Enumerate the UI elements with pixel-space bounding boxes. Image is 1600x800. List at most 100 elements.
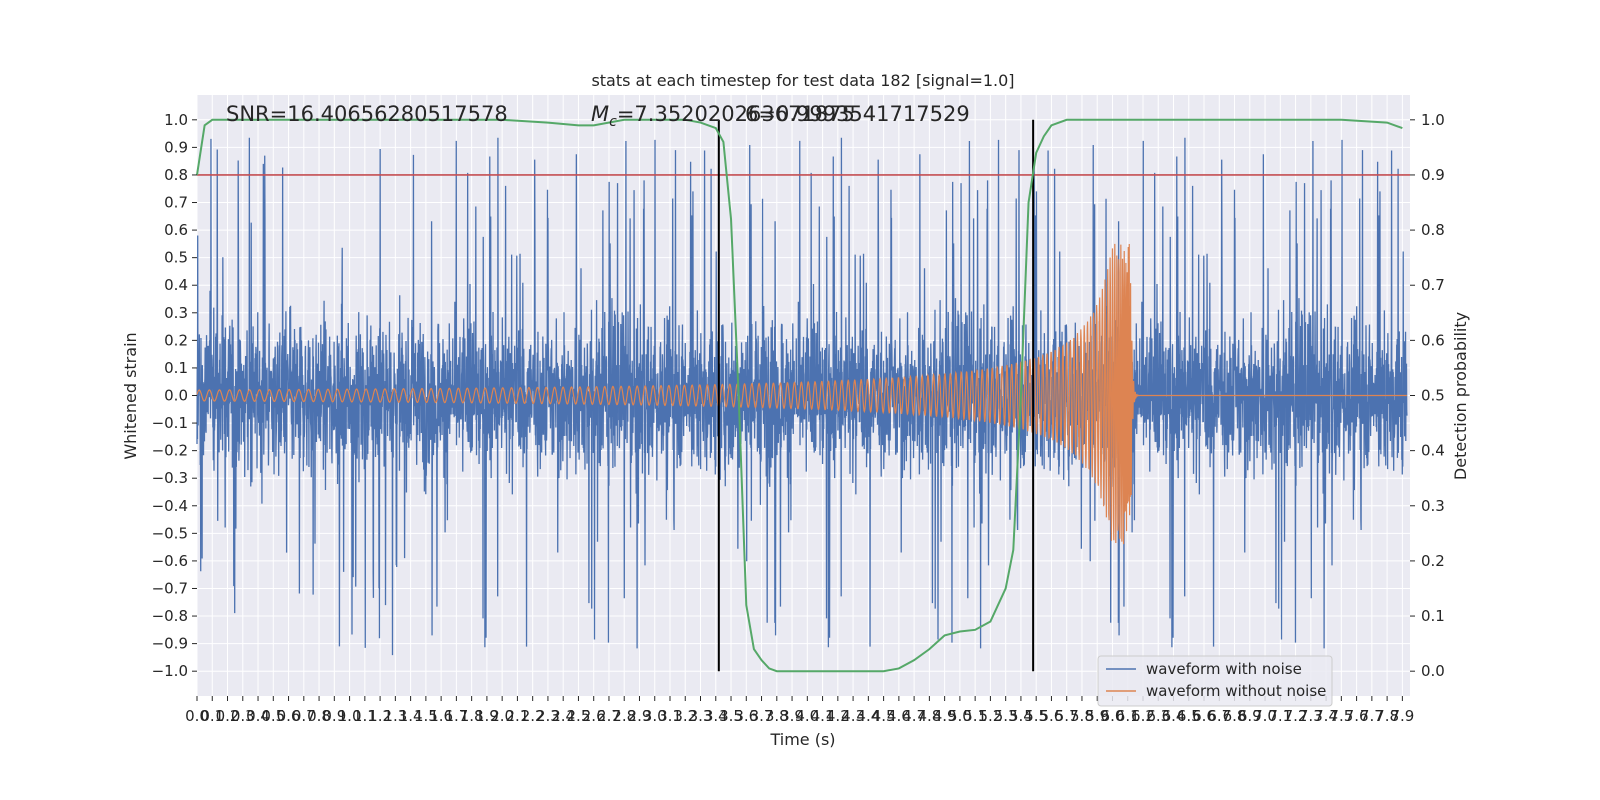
x-tick-label: 3.3	[689, 707, 713, 725]
ticks: 0.00.10.20.30.40.50.60.70.80.91.01.11.21…	[152, 111, 1445, 725]
x-tick-label: 0.3	[231, 707, 255, 725]
y2-tick-label: 0.5	[1421, 387, 1445, 405]
x-tick-label: 3.5	[719, 707, 743, 725]
y-tick-label: −0.8	[152, 607, 188, 625]
clean-waveform-line	[196, 243, 1407, 545]
x-tick-label: 3.6	[734, 707, 758, 725]
x-tick-label: 5.4	[1009, 707, 1033, 725]
x-tick-label: 6.5	[1177, 707, 1201, 725]
x-tick-label: 4.3	[841, 707, 865, 725]
x-tick-label: 2.8	[612, 707, 636, 725]
x-tick-label: 7.2	[1284, 707, 1308, 725]
x-tick-label: 6.9	[1238, 707, 1262, 725]
x-tick-label: 1.8	[460, 707, 484, 725]
x-tick-label: 7.7	[1360, 707, 1384, 725]
y2-tick-label: 0.4	[1421, 442, 1445, 460]
y-tick-label: −1.0	[152, 662, 188, 680]
x-tick-label: 3.8	[765, 707, 789, 725]
x-tick-label: 2.0	[490, 707, 514, 725]
y2-axis-label: Detection probability	[1451, 312, 1470, 480]
y-tick-label: −0.1	[152, 414, 188, 432]
y2-tick-label: 0.6	[1421, 331, 1445, 349]
x-tick-label: 5.9	[1085, 707, 1109, 725]
x-tick-label: 6.6	[1192, 707, 1216, 725]
y-tick-label: 0.1	[164, 359, 188, 377]
x-tick-label: 6.1	[1116, 707, 1140, 725]
x-tick-label: 5.8	[1070, 707, 1094, 725]
y-tick-label: 0.7	[164, 194, 188, 212]
detection-probability-line	[196, 118, 1403, 673]
y2-tick-label: 0.0	[1421, 662, 1445, 680]
x-axis-label: Time (s)	[769, 730, 835, 749]
y-tick-label: 0.3	[164, 304, 188, 322]
x-tick-label: 5.7	[1055, 707, 1079, 725]
x-tick-label: 2.3	[536, 707, 560, 725]
x-tick-label: 5.5	[1024, 707, 1048, 725]
x-tick-label: 7.1	[1268, 707, 1292, 725]
x-tick-label: 0.2	[216, 707, 240, 725]
x-tick-label: 0.7	[292, 707, 316, 725]
x-tick-label: 7.3	[1299, 707, 1323, 725]
y-tick-label: −0.6	[152, 552, 188, 570]
y-tick-label: −0.3	[152, 469, 188, 487]
x-tick-label: 4.9	[933, 707, 957, 725]
x-tick-label: 6.0	[1101, 707, 1125, 725]
x-tick-label: 7.9	[1390, 707, 1414, 725]
y-tick-label: −0.5	[152, 524, 188, 542]
x-tick-label: 3.2	[673, 707, 697, 725]
y-tick-label: 0.8	[164, 166, 188, 184]
x-tick-label: 2.2	[521, 707, 545, 725]
legend-label-clean: waveform without noise	[1146, 682, 1326, 700]
y-tick-label: −0.4	[152, 497, 188, 515]
x-tick-label: 6.7	[1207, 707, 1231, 725]
x-tick-label: 0.8	[307, 707, 331, 725]
y2-tick-label: 0.1	[1421, 607, 1445, 625]
x-tick-label: 5.3	[994, 707, 1018, 725]
x-tick-label: 2.9	[628, 707, 652, 725]
x-tick-label: 0.4	[246, 707, 270, 725]
legend-label-noise: waveform with noise	[1146, 660, 1302, 678]
y2-tick-label: 1.0	[1421, 111, 1445, 129]
y-tick-label: 0.5	[164, 249, 188, 267]
x-tick-label: 6.8	[1223, 707, 1247, 725]
x-tick-label: 0.0	[185, 707, 209, 725]
y2-tick-label: 0.8	[1421, 221, 1445, 239]
y2-tick-label: 0.7	[1421, 276, 1445, 294]
y-tick-label: 0.9	[164, 138, 188, 156]
x-tick-label: 1.9	[475, 707, 499, 725]
x-tick-label: 4.1	[811, 707, 835, 725]
x-tick-label: 4.6	[887, 707, 911, 725]
overlap-annotation: 6=0.9993541717529	[745, 102, 970, 126]
x-tick-label: 1.6	[429, 707, 453, 725]
x-tick-label: 1.7	[444, 707, 468, 725]
x-tick-label: 1.5	[414, 707, 438, 725]
x-tick-label: 3.1	[658, 707, 682, 725]
data-layer	[196, 137, 1408, 656]
x-tick-label: 0.6	[277, 707, 301, 725]
x-tick-label: 7.8	[1375, 707, 1399, 725]
x-tick-label: 4.2	[826, 707, 850, 725]
x-tick-label: 4.5	[872, 707, 896, 725]
x-tick-label: 2.6	[582, 707, 606, 725]
x-tick-label: 3.9	[780, 707, 804, 725]
x-tick-label: 7.5	[1329, 707, 1353, 725]
x-tick-label: 5.0	[948, 707, 972, 725]
x-tick-label: 1.2	[368, 707, 392, 725]
y-tick-label: −0.9	[152, 635, 188, 653]
legend-box	[1097, 655, 1333, 707]
x-tick-label: 0.5	[261, 707, 285, 725]
x-tick-label: 7.6	[1345, 707, 1369, 725]
y-tick-label: 1.0	[164, 111, 188, 129]
x-tick-label: 6.3	[1146, 707, 1170, 725]
x-tick-label: 3.7	[750, 707, 774, 725]
y2-tick-label: 0.3	[1421, 497, 1445, 515]
x-tick-label: 1.1	[353, 707, 377, 725]
y-tick-label: −0.7	[152, 579, 188, 597]
x-tick-label: 4.8	[917, 707, 941, 725]
y-tick-label: −0.2	[152, 442, 188, 460]
noise-waveform-line	[196, 137, 1408, 656]
x-tick-label: 6.2	[1131, 707, 1155, 725]
y-axis-label: Whitened strain	[121, 332, 140, 459]
x-tick-label: 5.2	[978, 707, 1002, 725]
